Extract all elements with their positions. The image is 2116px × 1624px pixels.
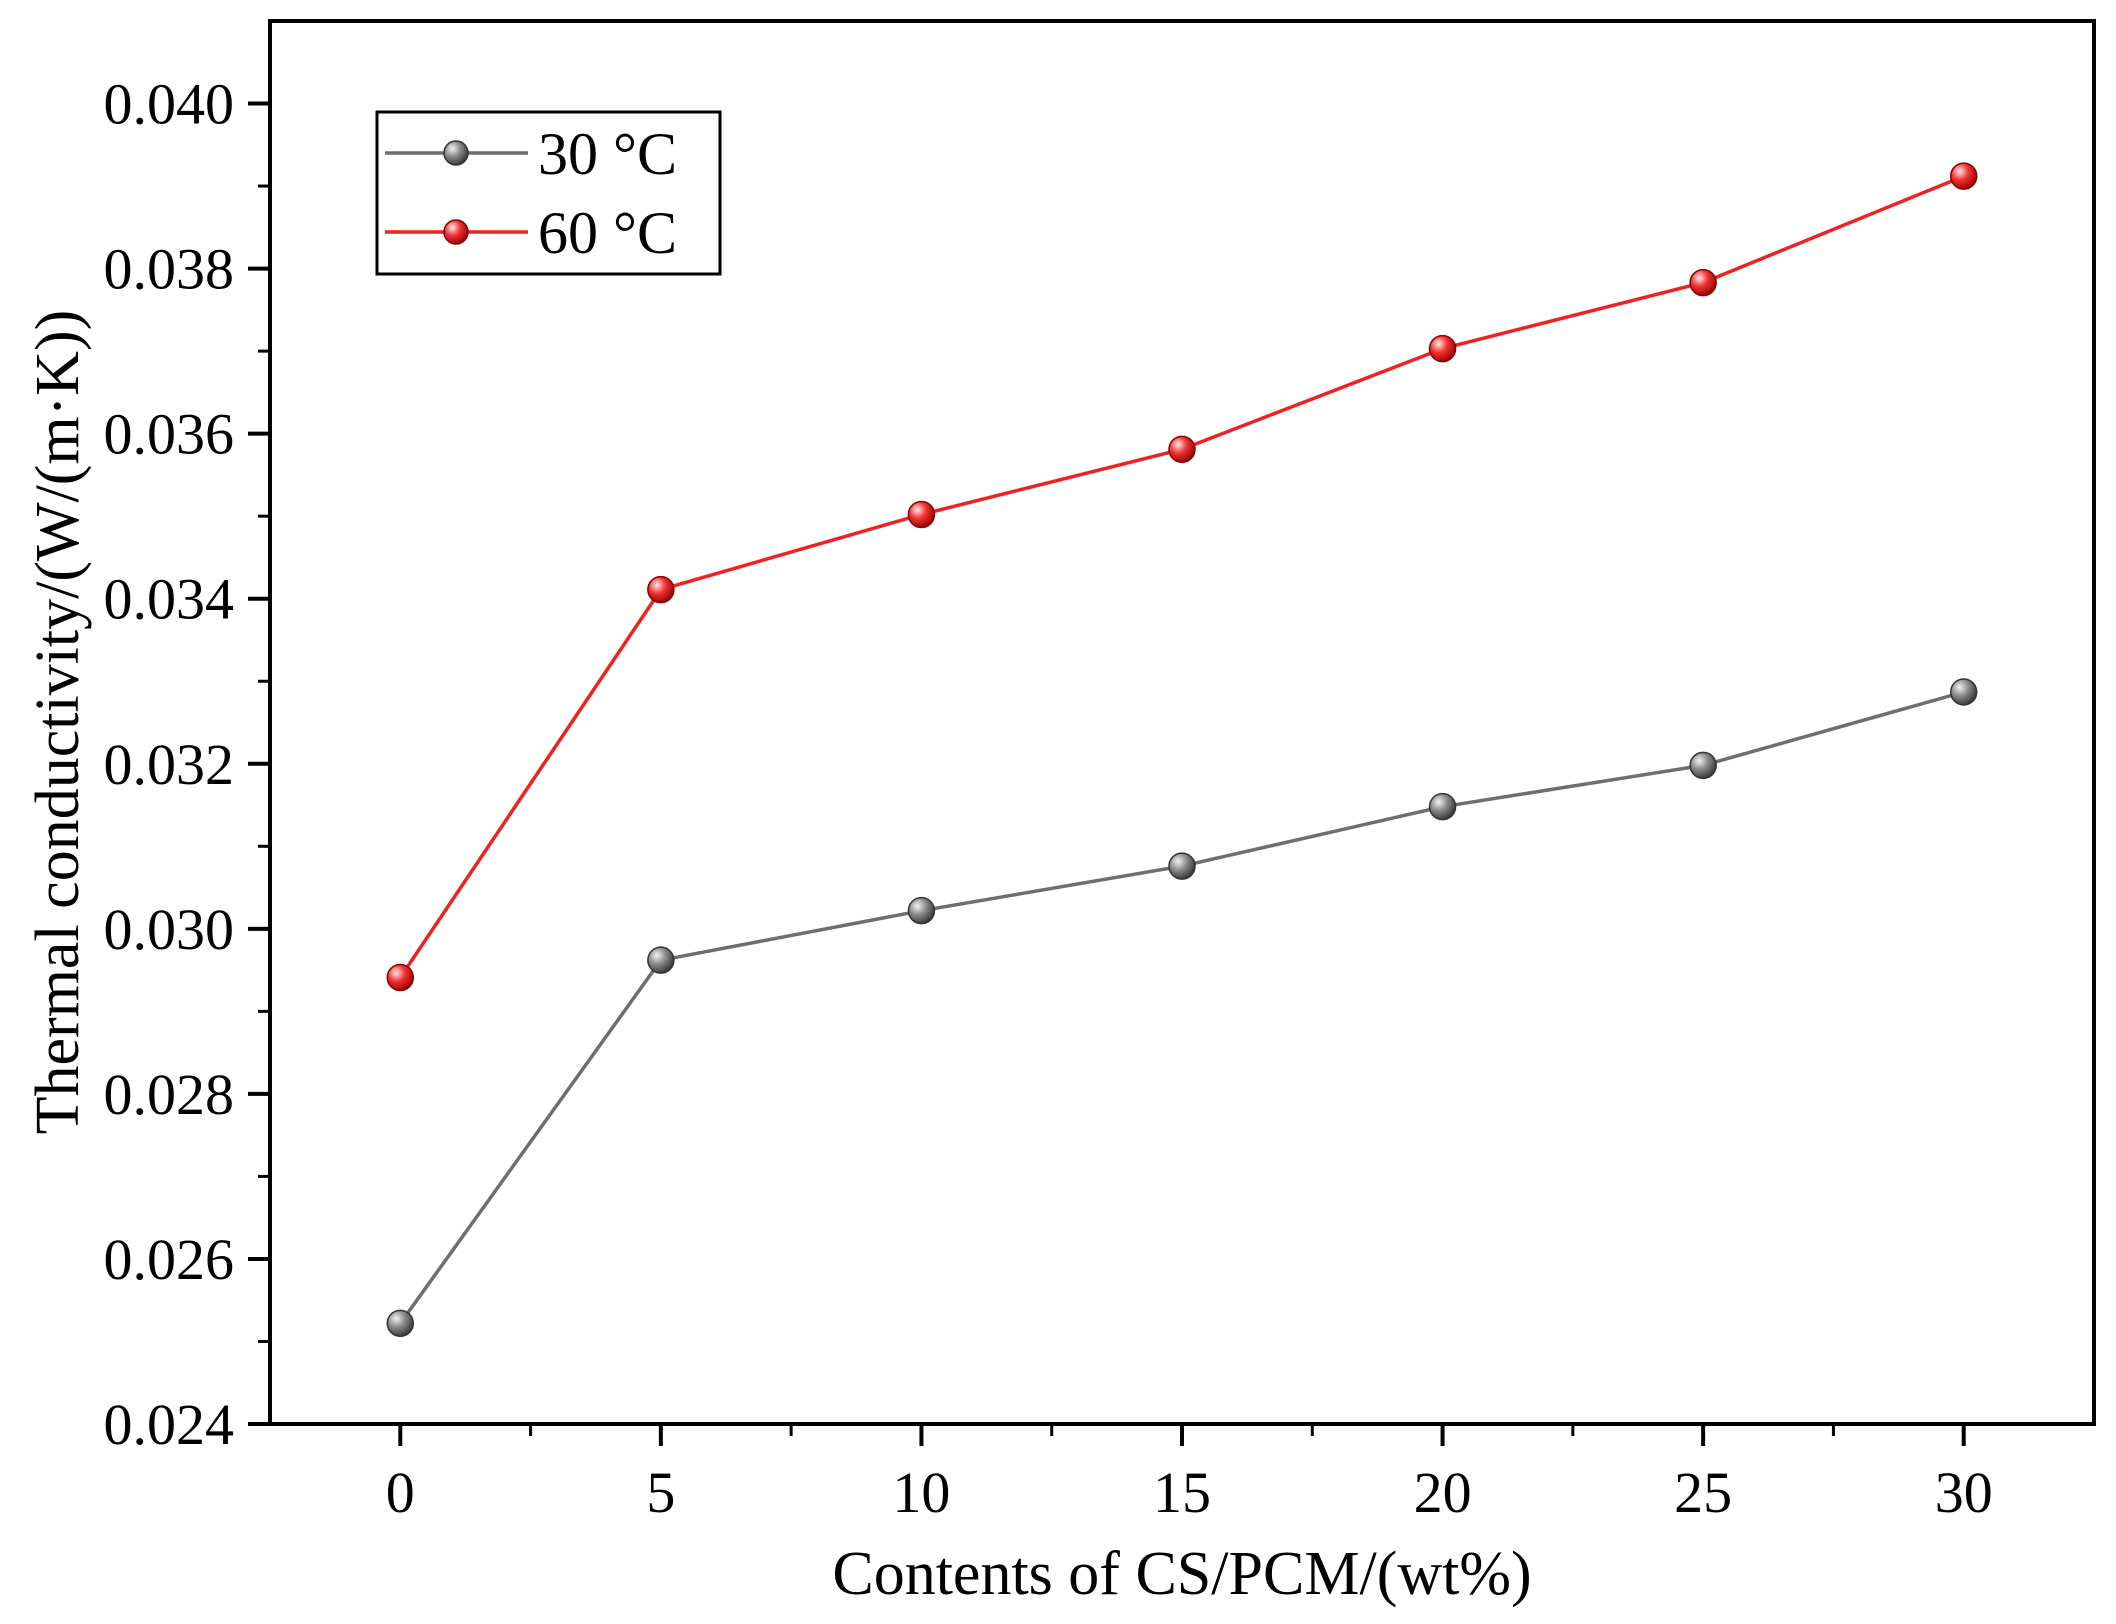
series-line-30c — [398, 690, 1965, 1325]
y-axis-title: Thermal conductivity/(W/(m·K)) — [24, 310, 92, 1135]
data-point-30c-20 — [1428, 792, 1457, 821]
y-tick-label-0.034: 0.034 — [104, 567, 235, 632]
x-tick-label-20: 20 — [1414, 1460, 1472, 1525]
x-tick-label-15: 15 — [1153, 1460, 1211, 1525]
data-point-60c-20 — [1428, 334, 1457, 363]
data-point-60c-0 — [386, 963, 415, 992]
y-tick-label-0.028: 0.028 — [104, 1062, 235, 1127]
legend-marker-60c — [443, 219, 469, 245]
series-60c — [386, 162, 1978, 992]
x-tick-label-25: 25 — [1674, 1460, 1732, 1525]
y-tick-label-0.032: 0.032 — [104, 732, 235, 797]
y-axis: 0.024 0.026 0.028 0.030 0.032 0.034 0.036 0.038… — [104, 72, 270, 1457]
y-tick-label-0.030: 0.030 — [104, 897, 235, 962]
x-axis-title: Contents of CS/PCM/(wt%) — [832, 1540, 1531, 1608]
data-point-30c-5 — [647, 946, 675, 974]
data-point-30c-15 — [1168, 852, 1196, 880]
y-tick-label-0.024: 0.024 — [104, 1392, 235, 1457]
data-point-60c-5 — [647, 575, 675, 604]
data-point-60c-15 — [1168, 435, 1196, 464]
data-point-60c-25 — [1689, 268, 1717, 297]
plot-area — [386, 162, 1978, 1338]
x-tick-label-30: 30 — [1935, 1460, 1993, 1525]
x-tick-label-5: 5 — [646, 1460, 675, 1525]
data-point-60c-10 — [907, 500, 936, 529]
data-point-30c-10 — [907, 896, 936, 925]
series-30c — [386, 678, 1978, 1338]
y-tick-label-0.040: 0.040 — [104, 72, 235, 137]
y-tick-label-0.038: 0.038 — [104, 237, 235, 302]
data-point-30c-30 — [1949, 678, 1978, 706]
legend-label-30c: 30 °C — [538, 121, 677, 187]
y-tick-label-0.026: 0.026 — [104, 1227, 235, 1292]
x-axis: 0 5 10 15 20 25 30 — [386, 1424, 1993, 1525]
legend-label-60c: 60 °C — [538, 200, 677, 266]
x-tick-label-0: 0 — [386, 1460, 415, 1525]
x-tick-label-10: 10 — [892, 1460, 950, 1525]
data-point-30c-0 — [386, 1309, 415, 1338]
legend: 30 °C 60 °C — [375, 110, 722, 276]
data-point-30c-25 — [1689, 751, 1717, 780]
data-point-60c-30 — [1949, 162, 1978, 190]
legend-box — [375, 110, 722, 276]
legend-marker-30c — [443, 140, 469, 166]
y-tick-label-0.036: 0.036 — [104, 402, 235, 467]
